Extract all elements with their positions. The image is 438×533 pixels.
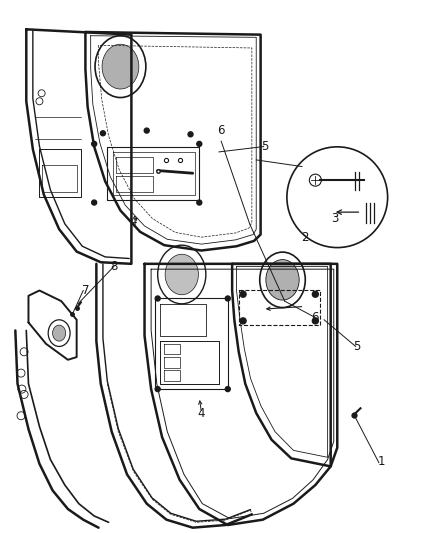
Text: 6: 6 — [217, 124, 225, 137]
Text: 4: 4 — [198, 407, 205, 419]
Circle shape — [225, 296, 230, 301]
Text: 7: 7 — [81, 284, 89, 297]
Circle shape — [240, 291, 246, 297]
Text: 1: 1 — [377, 455, 385, 467]
Circle shape — [240, 318, 246, 324]
Circle shape — [312, 318, 318, 324]
Circle shape — [197, 141, 202, 147]
Ellipse shape — [165, 254, 198, 295]
Text: 5: 5 — [261, 140, 268, 153]
Ellipse shape — [102, 44, 139, 89]
Text: 2: 2 — [300, 231, 308, 244]
Circle shape — [100, 131, 106, 136]
Text: 5: 5 — [353, 340, 360, 353]
Circle shape — [144, 128, 149, 133]
Circle shape — [188, 132, 193, 137]
Circle shape — [155, 386, 160, 392]
Text: 3: 3 — [332, 212, 339, 225]
Circle shape — [197, 200, 202, 205]
Text: 8: 8 — [110, 260, 117, 273]
Circle shape — [155, 296, 160, 301]
Circle shape — [225, 386, 230, 392]
Text: 4: 4 — [130, 215, 138, 228]
Circle shape — [92, 141, 97, 147]
Ellipse shape — [53, 325, 66, 341]
Circle shape — [312, 291, 318, 297]
Text: 6: 6 — [311, 311, 319, 324]
Ellipse shape — [266, 260, 299, 300]
Circle shape — [92, 200, 97, 205]
